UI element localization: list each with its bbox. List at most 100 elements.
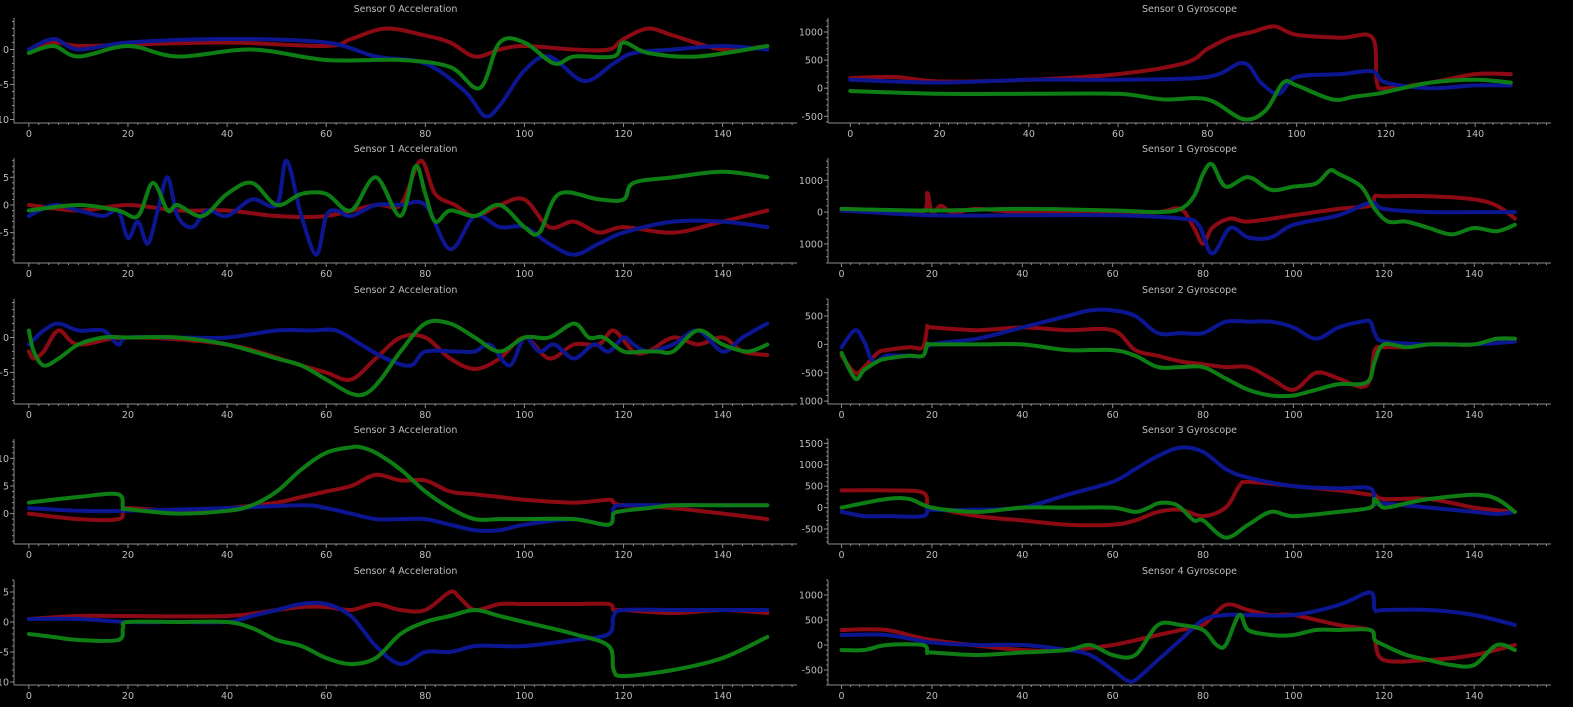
chart-panel-1: Sensor 0 Gyroscope 0 20 40 60 80 100 120 140 1000… bbox=[800, 4, 1551, 140]
x-tick-label: 20 bbox=[122, 269, 134, 280]
x-tick-label: 60 bbox=[1107, 269, 1119, 280]
x-tick-label: 120 bbox=[614, 269, 632, 280]
x-tick-label: 20 bbox=[122, 129, 134, 140]
y-tick-label: 1000 bbox=[800, 591, 823, 602]
y-tick-label: 0 bbox=[817, 84, 823, 95]
x-tick-label: 0 bbox=[26, 410, 32, 421]
chart-title: Sensor 3 Acceleration bbox=[354, 425, 458, 436]
x-tick-label: 80 bbox=[1197, 691, 1209, 702]
chart-title: Sensor 2 Acceleration bbox=[354, 285, 458, 296]
x-tick-label: 80 bbox=[419, 129, 431, 140]
x-tick-label: 40 bbox=[1016, 269, 1028, 280]
y-tick-label: -5 bbox=[0, 80, 9, 91]
x-tick-label: 0 bbox=[26, 129, 32, 140]
x-tick-label: 60 bbox=[320, 691, 332, 702]
series-line-red bbox=[26, 589, 770, 621]
x-tick-label: 60 bbox=[320, 129, 332, 140]
x-tick-label: 140 bbox=[1465, 691, 1483, 702]
x-tick-label: 40 bbox=[1023, 129, 1035, 140]
x-tick-label: 100 bbox=[515, 129, 533, 140]
x-tick-label: 120 bbox=[614, 129, 632, 140]
series-line-blue bbox=[839, 590, 1517, 684]
x-tick-label: 140 bbox=[714, 691, 732, 702]
y-tick-label: 0 bbox=[817, 208, 823, 219]
x-tick-label: 140 bbox=[1465, 269, 1483, 280]
x-tick-label: 20 bbox=[926, 410, 938, 421]
x-tick-label: 0 bbox=[847, 129, 853, 140]
x-tick-label: 120 bbox=[614, 410, 632, 421]
chart-panel-6: Sensor 3 Acceleration0204060801001201401… bbox=[0, 425, 797, 561]
y-tick-label: -10 bbox=[0, 115, 9, 126]
series-line-red bbox=[839, 602, 1517, 664]
x-tick-label: 20 bbox=[926, 691, 938, 702]
y-tick-label: 0 bbox=[3, 509, 9, 520]
chart-title: Sensor 0 Acceleration bbox=[354, 4, 458, 15]
x-tick-label: 40 bbox=[221, 269, 233, 280]
chart-panel-8: Sensor 4 Acceleration 0 20 40 60 80 100 120 140 5… bbox=[0, 566, 797, 702]
series-line-green bbox=[839, 492, 1517, 540]
x-tick-label: 100 bbox=[515, 691, 533, 702]
y-tick-label: -500 bbox=[801, 368, 823, 379]
x-tick-label: 40 bbox=[221, 550, 233, 561]
series-line-blue bbox=[839, 307, 1517, 364]
chart-panel-9: Sensor 4 Gyroscope 0 20 40 60 80 100 120 140 1000… bbox=[800, 566, 1551, 702]
series-line-green bbox=[26, 444, 770, 527]
x-tick-label: 140 bbox=[714, 269, 732, 280]
x-tick-label: 40 bbox=[221, 410, 233, 421]
x-tick-label: 60 bbox=[320, 410, 332, 421]
y-tick-label: 1500 bbox=[800, 439, 823, 450]
y-tick-label: 1000 bbox=[800, 176, 823, 187]
x-tick-label: 80 bbox=[419, 550, 431, 561]
x-tick-label: 100 bbox=[1288, 129, 1306, 140]
chart-panel-3: Sensor 1 Gyroscope 0 20 40 60 80 100 120 140 1000… bbox=[800, 144, 1551, 280]
x-tick-label: 140 bbox=[714, 550, 732, 561]
y-tick-label: 0 bbox=[3, 618, 9, 629]
x-tick-label: 60 bbox=[1112, 129, 1124, 140]
x-tick-label: 20 bbox=[122, 410, 134, 421]
x-tick-label: 20 bbox=[926, 550, 938, 561]
x-tick-label: 0 bbox=[839, 550, 845, 561]
x-tick-label: 100 bbox=[515, 410, 533, 421]
series-line-blue bbox=[26, 158, 770, 257]
y-tick-label: -1000 bbox=[800, 397, 823, 408]
x-tick-label: 100 bbox=[1284, 550, 1302, 561]
x-tick-label: 120 bbox=[1375, 269, 1393, 280]
y-tick-label: 0 bbox=[3, 200, 9, 211]
y-tick-label: 5 bbox=[3, 481, 9, 492]
series-line-green bbox=[839, 612, 1517, 669]
x-tick-label: 40 bbox=[1016, 550, 1028, 561]
series-line-blue bbox=[26, 321, 770, 368]
chart-panel-4: Sensor 2 Acceleration 0 20 40 60 80 100 120 140 0… bbox=[0, 285, 797, 421]
series-line-blue bbox=[26, 37, 770, 119]
y-tick-label: 500 bbox=[805, 482, 823, 493]
x-tick-label: 60 bbox=[320, 269, 332, 280]
x-tick-label: 80 bbox=[1197, 550, 1209, 561]
chart-title: Sensor 1 Gyroscope bbox=[1142, 144, 1237, 155]
x-tick-label: 120 bbox=[1375, 410, 1393, 421]
chart-title: Sensor 2 Gyroscope bbox=[1142, 285, 1237, 296]
y-tick-label: -500 bbox=[801, 525, 823, 536]
series-line-green bbox=[26, 36, 770, 91]
chart-panel-7: Sensor 3 Gyroscope 0 20 40 60 80 100 120 140 1500… bbox=[800, 425, 1551, 561]
x-tick-label: 140 bbox=[1466, 129, 1484, 140]
x-tick-label: 0 bbox=[26, 269, 32, 280]
chart-panel-2: Sensor 1 Acceleration 0 20 40 60 80 100 120 140 5… bbox=[0, 144, 797, 280]
x-tick-label: 40 bbox=[1016, 410, 1028, 421]
series-line-green bbox=[848, 77, 1513, 122]
y-tick-label: -5 bbox=[0, 228, 9, 239]
x-tick-label: 140 bbox=[714, 410, 732, 421]
x-tick-label: 120 bbox=[614, 550, 632, 561]
x-tick-label: 140 bbox=[714, 129, 732, 140]
x-tick-label: 60 bbox=[1107, 550, 1119, 561]
x-tick-label: 20 bbox=[122, 691, 134, 702]
y-tick-label: -500 bbox=[801, 666, 823, 677]
y-tick-label: -10 bbox=[0, 678, 9, 689]
chart-title: Sensor 3 Gyroscope bbox=[1142, 425, 1237, 436]
x-tick-label: 100 bbox=[1284, 269, 1302, 280]
x-tick-label: 0 bbox=[26, 691, 32, 702]
series-line-green bbox=[26, 318, 770, 398]
x-tick-label: 80 bbox=[1197, 410, 1209, 421]
x-tick-label: 0 bbox=[839, 269, 845, 280]
x-tick-label: 120 bbox=[1377, 129, 1395, 140]
